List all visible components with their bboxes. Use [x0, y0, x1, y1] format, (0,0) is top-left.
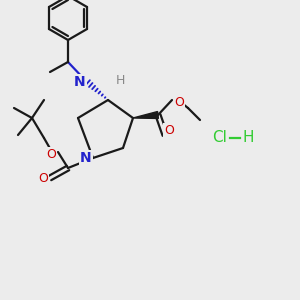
Text: O: O	[38, 172, 48, 184]
Text: Cl: Cl	[213, 130, 227, 146]
Polygon shape	[133, 112, 158, 118]
Text: O: O	[46, 148, 56, 160]
Text: N: N	[80, 151, 92, 165]
Text: H: H	[242, 130, 254, 146]
Text: O: O	[174, 95, 184, 109]
Text: O: O	[164, 124, 174, 136]
Text: H: H	[115, 74, 125, 86]
Text: N: N	[74, 75, 86, 89]
